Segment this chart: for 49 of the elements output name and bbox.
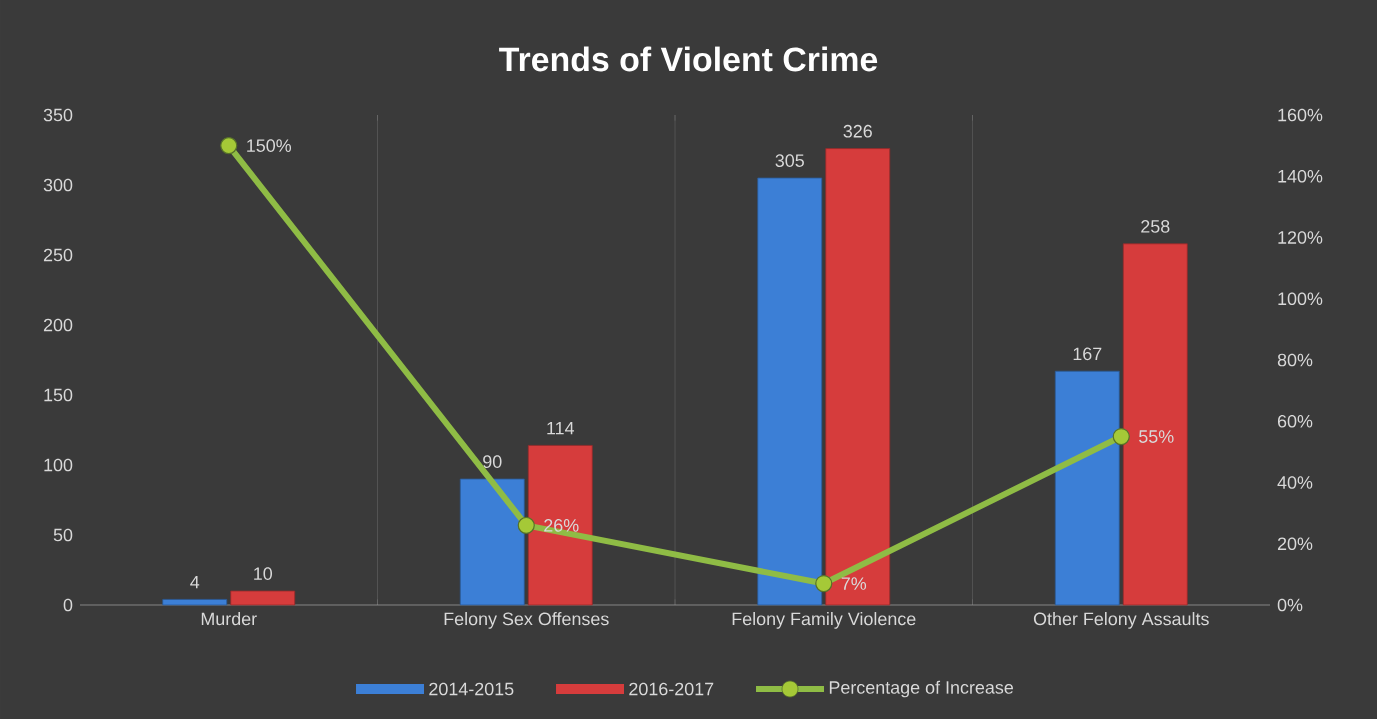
data-label: 55% (1139, 430, 1174, 443)
data-label: 7% (841, 577, 867, 590)
y2-tick-label: 140% (1278, 169, 1323, 183)
data-label: 305 (775, 154, 804, 167)
bar (1122, 243, 1188, 606)
data-label: 150% (247, 139, 292, 152)
point (1112, 427, 1130, 446)
bar (230, 590, 296, 606)
data-label: 167 (1073, 347, 1102, 361)
y-tick-label: 50 (53, 528, 73, 542)
y2-tick-label: 60% (1277, 414, 1313, 428)
y-tick-label: 300 (43, 178, 73, 192)
x-tick-label: Felony Sex Offenses (444, 612, 609, 629)
data-label: 26% (544, 519, 579, 532)
y2-tick-label: 120% (1278, 231, 1323, 244)
y-tick-label: 150 (44, 388, 73, 402)
bar (1054, 370, 1120, 606)
y-tick-label: 0 (63, 598, 73, 612)
legend-label: 2014-2015 (429, 682, 514, 696)
legend-label: Percentage of Increase (829, 680, 1014, 698)
data-label: 90 (483, 455, 502, 468)
point (220, 137, 238, 155)
y2-tick-label: 100% (1278, 292, 1323, 306)
y-tick-label: 200 (43, 318, 73, 332)
bar (825, 148, 891, 606)
data-label: 326 (843, 124, 872, 138)
y2-tick-label: 20% (1277, 537, 1313, 551)
chart-title: Trends of Violent Crime (499, 46, 878, 72)
y2-tick-label: 160% (1278, 108, 1323, 122)
bar (757, 177, 823, 606)
y2-tick-label: 80% (1277, 353, 1313, 367)
x-tick-label: Other Felony Assaults (1033, 612, 1209, 629)
data-label: 4 (190, 576, 200, 589)
data-label: 258 (1141, 220, 1170, 233)
bar (162, 599, 228, 606)
y-tick-label: 100 (44, 458, 73, 472)
data-label: 114 (547, 422, 575, 435)
bar (527, 445, 593, 606)
legend-label: 2016-2017 (629, 682, 714, 696)
point (815, 574, 833, 593)
x-tick-label: Murder (201, 612, 257, 626)
y2-tick-label: 0% (1277, 598, 1303, 612)
x-tick-label: Felony Family Violence (732, 612, 916, 629)
y-tick-label: 250 (43, 248, 73, 262)
bar (459, 478, 525, 606)
y-tick-label: 350 (43, 108, 73, 122)
point (517, 516, 535, 534)
data-label: 10 (254, 567, 273, 580)
y2-tick-label: 40% (1277, 476, 1313, 489)
